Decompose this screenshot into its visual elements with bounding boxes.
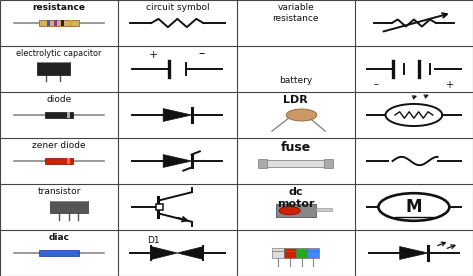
Text: circuit symbol: circuit symbol bbox=[146, 3, 209, 12]
Polygon shape bbox=[400, 246, 428, 259]
Text: –: – bbox=[198, 47, 204, 60]
Text: transistor: transistor bbox=[37, 187, 81, 196]
Bar bbox=[258, 159, 267, 168]
Text: M: M bbox=[406, 198, 422, 216]
Text: variable
resistance: variable resistance bbox=[272, 3, 319, 23]
Bar bbox=[284, 248, 296, 251]
Text: diode: diode bbox=[46, 95, 72, 104]
Polygon shape bbox=[177, 246, 203, 259]
Circle shape bbox=[279, 206, 300, 215]
Bar bbox=[68, 112, 70, 118]
Bar bbox=[324, 159, 333, 168]
Bar bbox=[54, 20, 57, 26]
Bar bbox=[272, 248, 284, 251]
Bar bbox=[61, 20, 64, 26]
Bar bbox=[296, 251, 307, 258]
Bar bbox=[37, 62, 70, 75]
Bar bbox=[263, 160, 329, 167]
Bar bbox=[68, 158, 70, 164]
Bar bbox=[45, 158, 73, 164]
Text: LDR: LDR bbox=[283, 95, 308, 105]
Text: fuse: fuse bbox=[280, 141, 311, 154]
Text: zener diode: zener diode bbox=[32, 141, 86, 150]
Polygon shape bbox=[163, 108, 192, 121]
Text: +: + bbox=[446, 79, 453, 90]
Bar bbox=[272, 251, 284, 258]
Bar bbox=[47, 20, 50, 26]
Text: D1: D1 bbox=[147, 235, 159, 245]
Bar bbox=[70, 20, 72, 26]
Bar bbox=[156, 204, 163, 210]
Bar bbox=[50, 201, 88, 213]
Text: dc
motor: dc motor bbox=[277, 187, 315, 209]
Bar bbox=[316, 208, 332, 211]
Bar bbox=[275, 204, 315, 217]
Text: electrolytic capacitor: electrolytic capacitor bbox=[17, 49, 102, 58]
Bar bbox=[39, 20, 79, 26]
Text: battery: battery bbox=[279, 76, 312, 85]
Polygon shape bbox=[151, 246, 177, 259]
Text: diac: diac bbox=[49, 233, 70, 242]
Bar bbox=[284, 251, 296, 258]
Text: –: – bbox=[374, 79, 378, 90]
Bar bbox=[39, 250, 79, 256]
Bar bbox=[296, 248, 307, 251]
Polygon shape bbox=[163, 155, 192, 168]
Text: +: + bbox=[149, 50, 158, 60]
Bar bbox=[37, 62, 70, 63]
Text: resistance: resistance bbox=[33, 3, 86, 12]
Bar bbox=[50, 201, 88, 202]
Bar bbox=[45, 112, 73, 118]
Circle shape bbox=[286, 109, 317, 121]
Bar bbox=[307, 248, 319, 251]
Bar bbox=[307, 251, 319, 258]
